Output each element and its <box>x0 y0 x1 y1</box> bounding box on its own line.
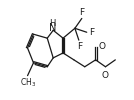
Text: N: N <box>49 23 56 33</box>
Text: CH$_3$: CH$_3$ <box>20 77 36 89</box>
Text: O: O <box>98 42 106 51</box>
Text: H: H <box>50 19 56 28</box>
Text: F: F <box>77 42 82 51</box>
Text: F: F <box>89 28 94 37</box>
Text: O: O <box>102 71 109 80</box>
Text: F: F <box>79 8 84 17</box>
